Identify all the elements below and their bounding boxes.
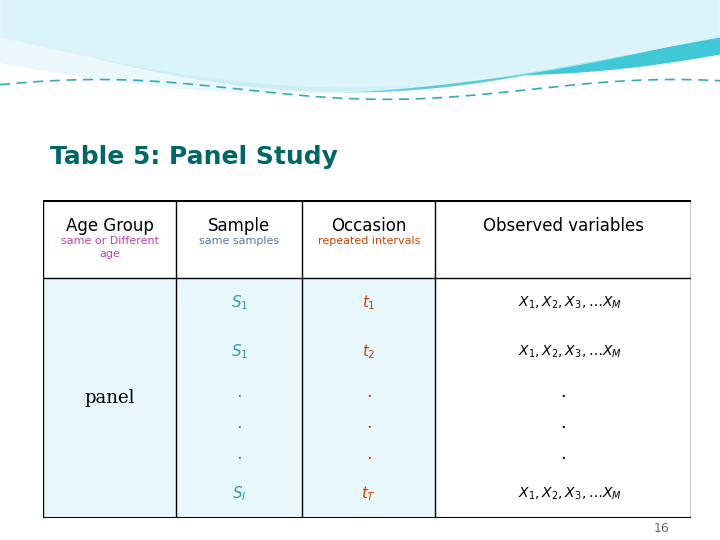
Text: $\mathit{S}_1$: $\mathit{S}_1$	[230, 343, 248, 361]
Text: .: .	[366, 414, 372, 432]
Text: $\mathit{t}_1$: $\mathit{t}_1$	[362, 293, 376, 312]
Text: repeated intervals: repeated intervals	[318, 237, 420, 246]
Text: same or Different
age: same or Different age	[60, 237, 158, 259]
Text: $\mathit{S}_I$: $\mathit{S}_I$	[232, 484, 246, 503]
Text: Sample: Sample	[208, 217, 270, 235]
Text: $X_1, X_2, X_3, \ldots X_M$: $X_1, X_2, X_3, \ldots X_M$	[518, 485, 621, 502]
Text: .: .	[560, 383, 566, 401]
Text: $X_1, X_2, X_3, \ldots X_M$: $X_1, X_2, X_3, \ldots X_M$	[518, 344, 621, 360]
Text: $\mathit{S}_1$: $\mathit{S}_1$	[230, 293, 248, 312]
Text: .: .	[366, 444, 372, 463]
Text: .: .	[366, 383, 372, 401]
Text: .: .	[236, 383, 242, 401]
Text: .: .	[236, 444, 242, 463]
Text: panel: panel	[84, 389, 135, 407]
Text: Observed variables: Observed variables	[482, 217, 644, 235]
Text: .: .	[560, 414, 566, 432]
Polygon shape	[0, 0, 720, 93]
Text: Age Group: Age Group	[66, 217, 153, 235]
Text: 16: 16	[654, 522, 670, 535]
Text: Occasion: Occasion	[331, 217, 407, 235]
Text: same samples: same samples	[199, 237, 279, 246]
Text: $\mathit{t}_T$: $\mathit{t}_T$	[361, 484, 377, 503]
Bar	[302, 278, 435, 518]
Text: $\mathit{t}_2$: $\mathit{t}_2$	[362, 343, 376, 361]
Polygon shape	[0, 0, 720, 75]
Text: .: .	[560, 444, 566, 463]
Text: .: .	[236, 414, 242, 432]
Bar	[43, 278, 176, 518]
Polygon shape	[0, 27, 720, 137]
Polygon shape	[0, 0, 720, 87]
Text: Table 5: Panel Study: Table 5: Panel Study	[50, 145, 338, 168]
Text: $X_1, X_2, X_3, \ldots X_M$: $X_1, X_2, X_3, \ldots X_M$	[518, 294, 621, 311]
Bar	[176, 278, 302, 518]
